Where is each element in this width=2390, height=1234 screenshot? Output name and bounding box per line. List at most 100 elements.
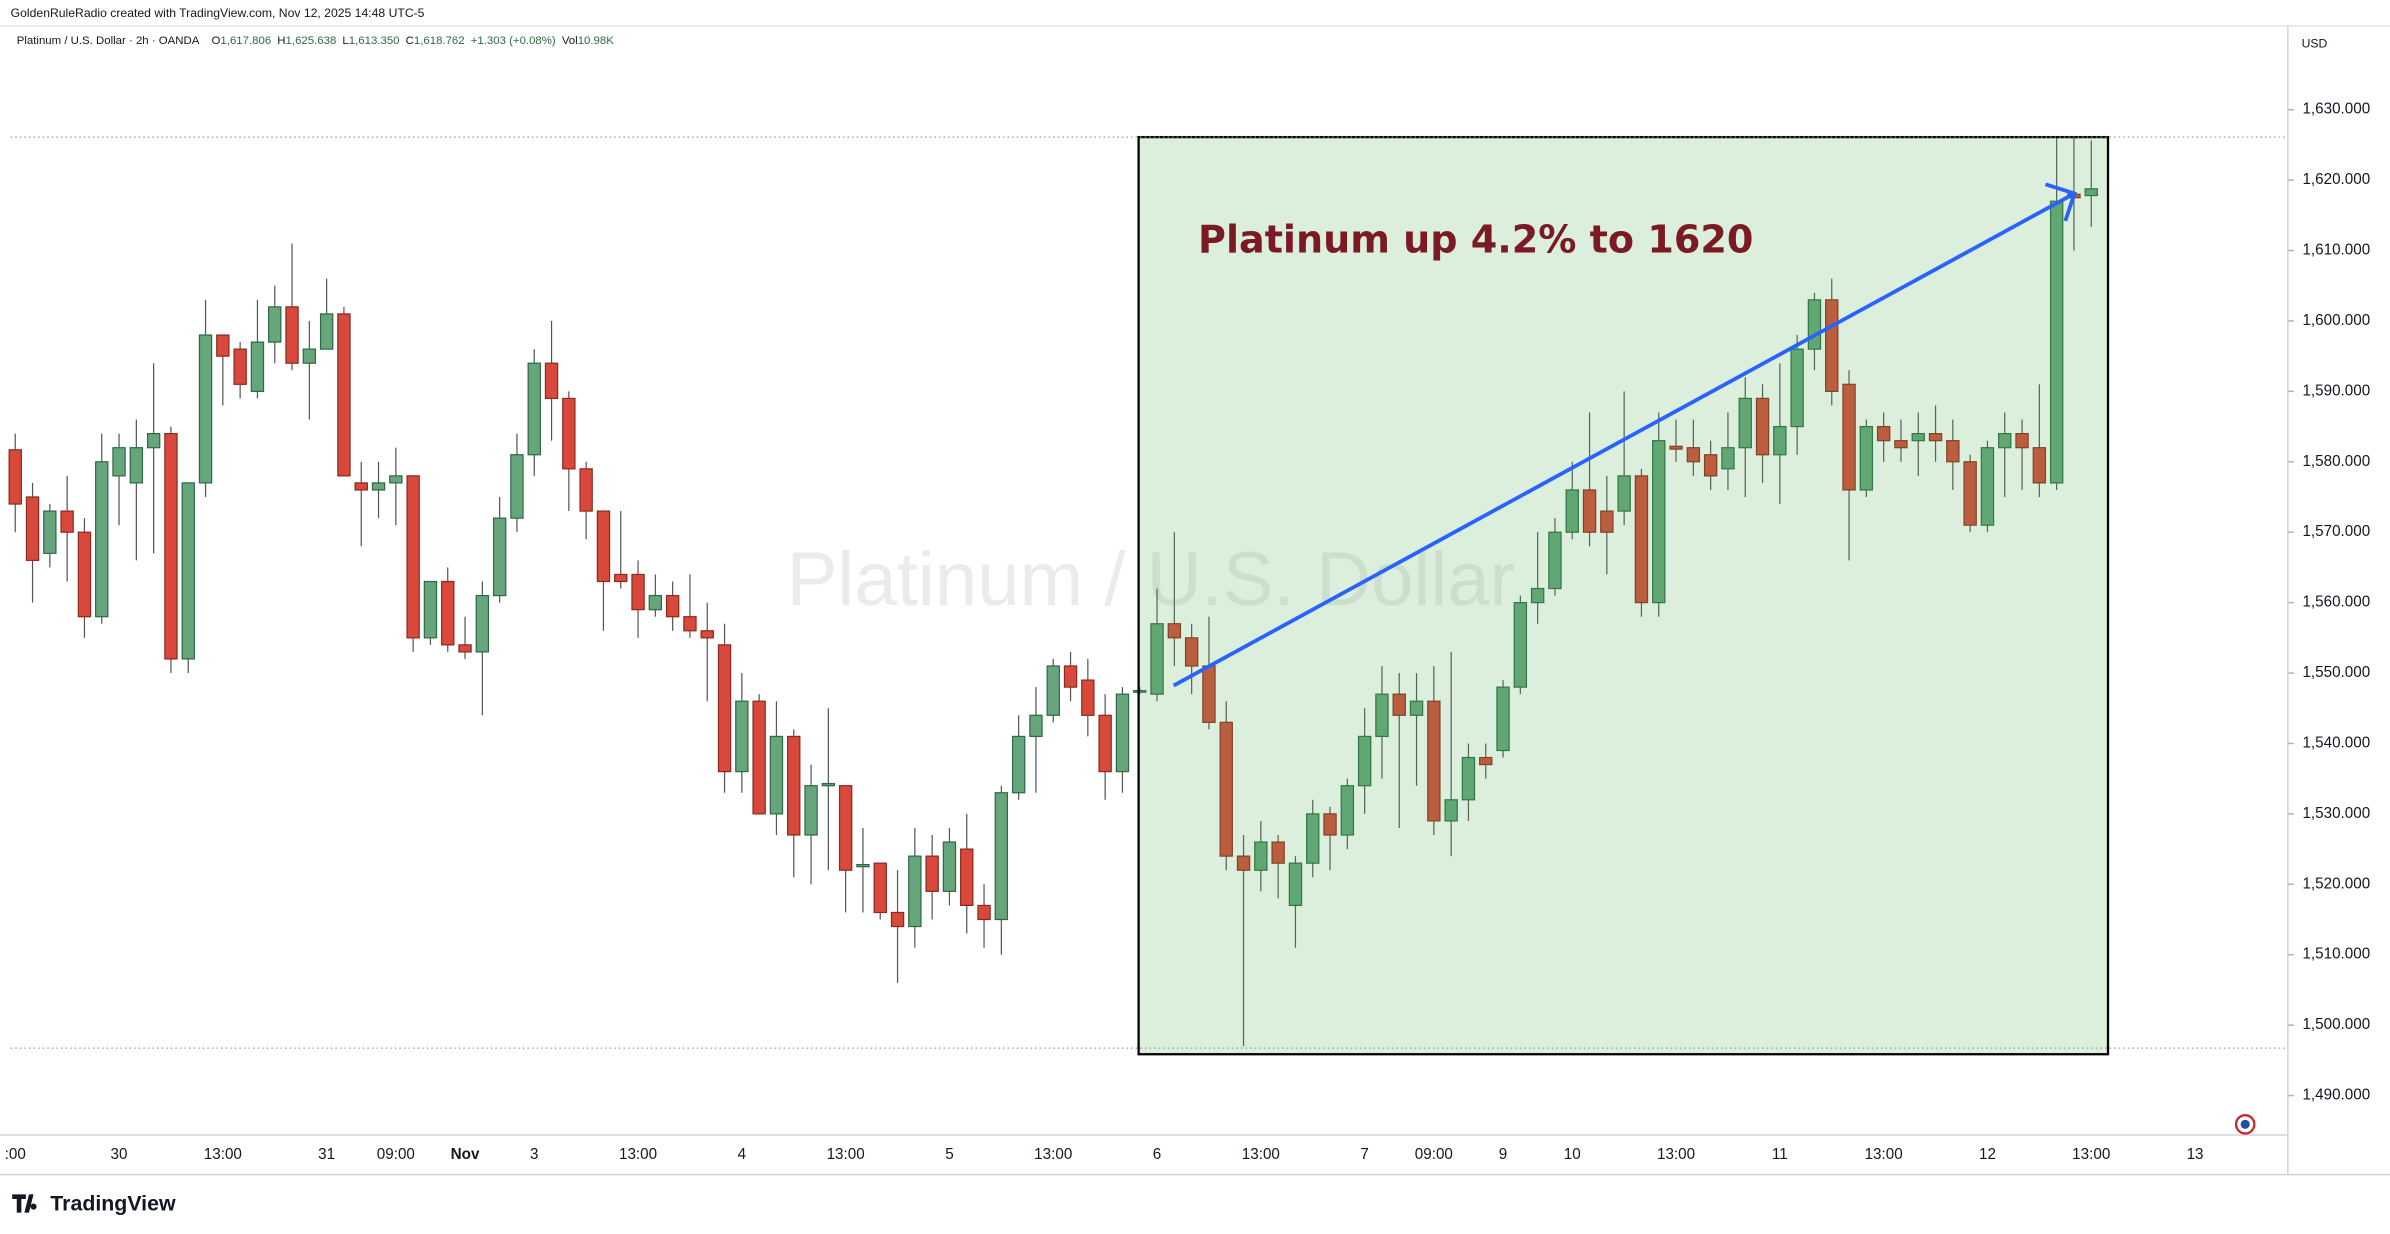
legend-ohlc-value: 1,618.762 [414, 35, 465, 47]
y-tick-label: 1,570.000 [2302, 523, 2370, 540]
candle-body [787, 735, 801, 836]
x-tick-label: 10 [1564, 1146, 1581, 1163]
candle-body [1357, 735, 1372, 787]
back-layer: Platinum / U.S. Dollar [787, 537, 1515, 622]
candle-body [112, 447, 126, 477]
legend-ohlc-label: L [342, 35, 348, 47]
candle-body [1582, 489, 1597, 533]
candle-body [458, 644, 472, 653]
candle-body [1115, 693, 1130, 773]
annotations: Platinum up 4.2% to 1620 [10, 135, 2288, 1056]
candle-body [1998, 433, 2012, 449]
x-tick-label: 13:00 [619, 1146, 657, 1163]
candle-body [77, 531, 92, 618]
candle-body [856, 863, 870, 868]
candle-body [960, 848, 974, 907]
candle-body [1548, 531, 1562, 590]
candle-body [804, 785, 818, 836]
candle-body [631, 573, 645, 611]
candle-body [8, 449, 22, 505]
candle-body [129, 447, 144, 484]
candle-body [2032, 447, 2047, 484]
legend-ohlc-label: O [212, 35, 221, 47]
candle-body [1271, 841, 1285, 864]
candle-body [942, 841, 957, 892]
candle-body [302, 348, 317, 364]
x-tick-label: 9 [1499, 1146, 1507, 1163]
candle-body [544, 362, 559, 400]
legend-volume-label: Vol [562, 35, 578, 47]
candle-body [268, 306, 282, 343]
candle-body [250, 341, 265, 392]
candle-body [216, 334, 230, 357]
candle-body [596, 510, 611, 583]
candle-body [1565, 489, 1579, 533]
y-tick-label: 1,540.000 [2302, 734, 2370, 751]
candle-body [1738, 397, 1752, 449]
candle-body [1323, 813, 1337, 836]
candle-body [1063, 665, 1078, 688]
x-tick-label: :00 [5, 1146, 26, 1163]
y-tick-label: 1,490.000 [2302, 1087, 2370, 1104]
x-tick-label: 09:00 [377, 1146, 415, 1163]
candle-body [1479, 756, 1493, 766]
legend-symbol: Platinum / U.S. Dollar · 2h · OANDA [17, 35, 200, 47]
candle-body [1392, 693, 1406, 716]
y-tick-label: 1,620.000 [2302, 171, 2370, 188]
candle-body [146, 433, 161, 449]
candle-body [908, 855, 922, 928]
candle-body [925, 855, 939, 892]
candle-body [752, 700, 766, 815]
axes: USD 1,490.000 1,500.000 1,510.000 1,520.000… [0, 25, 2390, 1176]
candle-body [1427, 700, 1441, 822]
candle-body [95, 461, 109, 618]
x-tick-label: 13:00 [1242, 1146, 1280, 1163]
x-tick-label: 31 [318, 1146, 335, 1163]
candle-body [579, 468, 593, 512]
candle-body [1859, 425, 1874, 491]
candle-body [337, 313, 351, 477]
footer-logo: TradingView [12, 1192, 176, 1216]
trend-arrow [1172, 191, 2076, 688]
candle-body [1842, 383, 1856, 491]
candle-body [1617, 475, 1631, 512]
candle-body [1980, 447, 1995, 526]
candle-body [1530, 587, 1545, 604]
y-tick-label: 1,590.000 [2302, 382, 2370, 399]
candle-body [1011, 735, 1026, 794]
arrow-head [2044, 182, 2077, 222]
candle-body [25, 496, 40, 561]
candle-body [614, 573, 628, 583]
candle-body [1098, 714, 1112, 773]
candle-body [371, 482, 386, 491]
candle-body [977, 904, 991, 921]
candle-body [1513, 602, 1528, 688]
y-tick-label: 1,510.000 [2302, 946, 2370, 963]
candle-body [700, 630, 714, 639]
candle-body [1686, 447, 1701, 463]
candle-body [423, 580, 438, 639]
candle-body [1876, 425, 1891, 442]
x-tick-label: Nov [451, 1146, 480, 1163]
candle-body [665, 594, 680, 618]
y-tick-label: 1,530.000 [2302, 805, 2370, 822]
y-tick-label: 1,610.000 [2302, 242, 2370, 259]
candle-body [406, 475, 420, 639]
candle-body [1306, 813, 1320, 864]
candle-body [821, 782, 836, 787]
candle-body [1790, 348, 1804, 428]
candle-body [492, 517, 507, 597]
x-tick-label: 3 [530, 1146, 538, 1163]
legend-ohlc-label: C [406, 35, 414, 47]
logo-mark [12, 1194, 37, 1213]
x-tick-label: 4 [738, 1146, 747, 1163]
x-tick-label: 13:00 [1865, 1146, 1903, 1163]
x-tick-label: 13:00 [827, 1146, 865, 1163]
candle-body [43, 510, 57, 554]
candle-body [1946, 440, 1960, 463]
candle-body [1081, 679, 1095, 716]
candle-body [769, 735, 784, 815]
credit: GoldenRuleRadio created with TradingView… [11, 6, 425, 20]
